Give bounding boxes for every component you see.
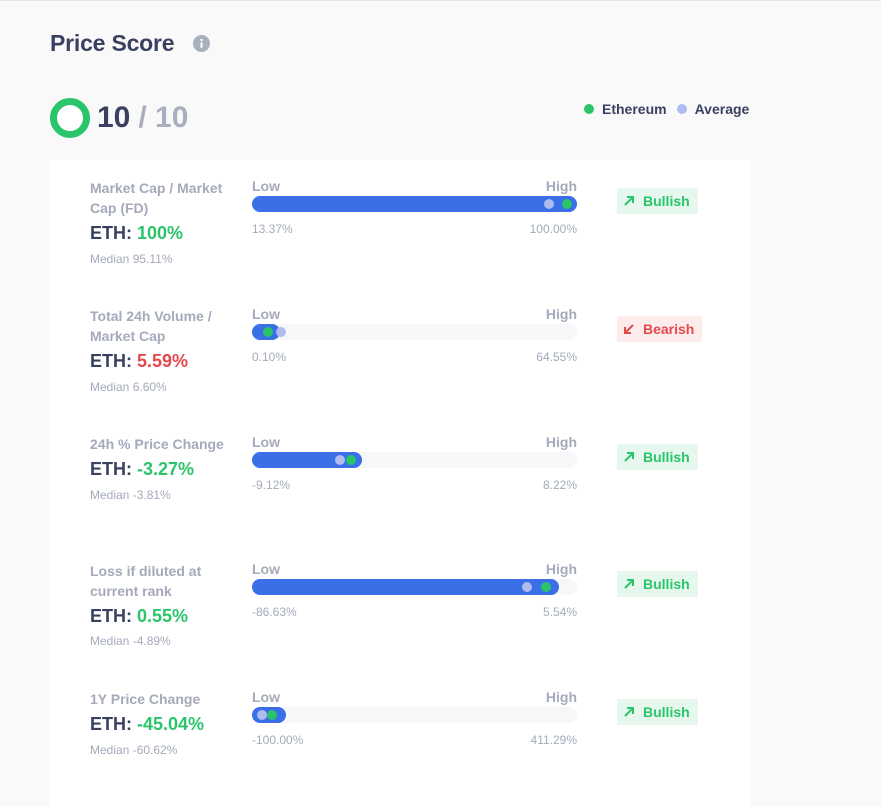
high-label: High bbox=[545, 306, 577, 322]
sentiment-badge: Bullish bbox=[617, 188, 698, 214]
average-marker bbox=[276, 327, 286, 337]
legend-label: Ethereum bbox=[602, 101, 667, 117]
median-value: Median 6.60% bbox=[90, 380, 167, 394]
eth-prefix: ETH: bbox=[90, 714, 132, 734]
range-min: -9.12% bbox=[252, 478, 291, 492]
metric-row-loss-if-diluted: Loss if diluted at current rank ETH: 0.5… bbox=[50, 561, 750, 671]
metric-name: 24h % Price Change bbox=[90, 436, 224, 452]
page-title: Price Score bbox=[50, 30, 175, 56]
eth-value-line: ETH: 100% bbox=[90, 223, 183, 244]
range-max: 64.55% bbox=[536, 350, 577, 364]
range-fill bbox=[252, 196, 577, 212]
eth-prefix: ETH: bbox=[90, 351, 132, 371]
sentiment-badge: Bullish bbox=[617, 444, 698, 470]
arrow-up-right-icon bbox=[624, 452, 634, 462]
metric-name: Loss if diluted at current rank bbox=[90, 563, 202, 599]
range-fill bbox=[252, 579, 559, 595]
sentiment-label: Bullish bbox=[643, 449, 690, 465]
range-max: 100.00% bbox=[529, 222, 577, 236]
high-label: High bbox=[545, 178, 577, 194]
score-value: 10 bbox=[97, 101, 131, 134]
average-marker bbox=[522, 582, 532, 592]
sentiment-badge: Bullish bbox=[617, 699, 698, 725]
metrics-card: Market Cap / Market Cap (FD) ETH: 100% M… bbox=[50, 160, 750, 806]
median-value: Median -60.62% bbox=[90, 743, 178, 757]
range-min: -86.63% bbox=[252, 605, 297, 619]
range-bar bbox=[252, 707, 577, 723]
range-bar bbox=[252, 579, 577, 595]
top-divider bbox=[0, 0, 881, 3]
ethereum-marker bbox=[263, 327, 273, 337]
average-marker bbox=[257, 710, 267, 720]
range-min: 0.10% bbox=[252, 350, 287, 364]
sentiment-label: Bullish bbox=[643, 193, 690, 209]
average-marker bbox=[335, 455, 345, 465]
score-summary: 10 / 10 bbox=[50, 98, 188, 138]
range-bar bbox=[252, 452, 577, 468]
legend-item-ethereum: Ethereum bbox=[584, 101, 667, 117]
average-dot-icon bbox=[676, 104, 687, 114]
range-bar bbox=[252, 196, 577, 212]
info-icon[interactable] bbox=[193, 35, 211, 52]
ethereum-marker bbox=[267, 710, 277, 720]
median-value: Median 95.11% bbox=[90, 252, 173, 266]
eth-value: -45.04% bbox=[137, 714, 205, 734]
range-min: -100.00% bbox=[252, 733, 304, 747]
low-label: Low bbox=[252, 178, 280, 194]
eth-value-line: ETH: 0.55% bbox=[90, 606, 188, 627]
low-label: Low bbox=[252, 561, 280, 577]
ethereum-marker bbox=[562, 199, 572, 209]
high-label: High bbox=[545, 689, 577, 705]
sentiment-badge: Bullish bbox=[617, 571, 698, 597]
eth-value: -3.27% bbox=[137, 459, 195, 479]
metric-row-volume-market-cap: Total 24h Volume / Market Cap ETH: 5.59%… bbox=[50, 306, 750, 416]
sentiment-label: Bullish bbox=[643, 576, 690, 592]
low-label: Low bbox=[252, 306, 280, 322]
range-max: 411.29% bbox=[530, 733, 577, 747]
eth-value: 0.55% bbox=[137, 606, 189, 626]
score-max: / 10 bbox=[138, 101, 189, 134]
low-label: Low bbox=[252, 434, 280, 450]
eth-value-line: ETH: -3.27% bbox=[90, 459, 194, 480]
high-label: High bbox=[545, 434, 577, 450]
eth-value: 100% bbox=[137, 223, 184, 243]
metric-name: Market Cap / Market Cap (FD) bbox=[90, 180, 223, 216]
average-marker bbox=[544, 199, 554, 209]
sentiment-label: Bearish bbox=[643, 321, 695, 337]
range-bar bbox=[252, 324, 577, 340]
arrow-down-left-icon bbox=[624, 324, 634, 334]
eth-prefix: ETH: bbox=[90, 459, 132, 479]
high-label: High bbox=[545, 561, 577, 577]
range-max: 8.22% bbox=[542, 478, 577, 492]
metric-name: 1Y Price Change bbox=[90, 691, 201, 707]
ethereum-marker bbox=[541, 582, 551, 592]
arrow-up-right-icon bbox=[624, 707, 634, 717]
range-fill bbox=[252, 452, 362, 468]
section-header: Price Score bbox=[50, 30, 211, 57]
eth-prefix: ETH: bbox=[90, 223, 132, 243]
ethereum-dot-icon bbox=[584, 104, 594, 114]
metric-name: Total 24h Volume / Market Cap bbox=[90, 308, 212, 344]
metric-row-24h-price-change: 24h % Price Change ETH: -3.27% Median -3… bbox=[50, 434, 750, 544]
sentiment-badge: Bearish bbox=[617, 316, 703, 342]
arrow-up-right-icon bbox=[624, 196, 634, 206]
ethereum-marker bbox=[346, 455, 356, 465]
legend-item-average: Average bbox=[676, 101, 750, 117]
range-max: 5.54% bbox=[542, 605, 577, 619]
metric-row-market-cap-fd: Market Cap / Market Cap (FD) ETH: 100% M… bbox=[50, 178, 750, 288]
metric-row-1y-price-change: 1Y Price Change ETH: -45.04% Median -60.… bbox=[50, 689, 750, 799]
legend: Ethereum Average bbox=[584, 101, 749, 117]
range-min: 13.37% bbox=[252, 222, 293, 236]
median-value: Median -4.89% bbox=[90, 634, 171, 648]
low-label: Low bbox=[252, 689, 280, 705]
eth-value-line: ETH: -45.04% bbox=[90, 714, 204, 735]
eth-value-line: ETH: 5.59% bbox=[90, 351, 188, 372]
eth-prefix: ETH: bbox=[90, 606, 132, 626]
median-value: Median -3.81% bbox=[90, 488, 171, 502]
legend-label: Average bbox=[694, 101, 750, 117]
eth-value: 5.59% bbox=[137, 351, 189, 371]
arrow-up-right-icon bbox=[624, 579, 634, 589]
score-ring-icon bbox=[50, 98, 90, 138]
sentiment-label: Bullish bbox=[643, 704, 690, 720]
